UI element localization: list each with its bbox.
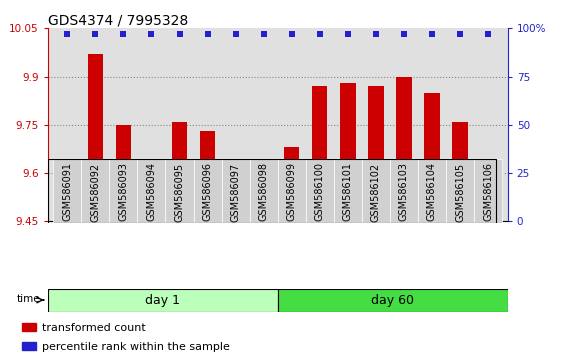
Bar xyxy=(144,199,159,221)
Point xyxy=(287,31,296,37)
Bar xyxy=(22,322,36,331)
Point xyxy=(456,31,465,37)
Bar xyxy=(340,83,356,221)
Text: GSM586101: GSM586101 xyxy=(343,162,353,222)
Text: transformed count: transformed count xyxy=(42,322,145,333)
Text: GSM586096: GSM586096 xyxy=(203,162,213,222)
Text: GSM586105: GSM586105 xyxy=(455,162,465,222)
Bar xyxy=(228,209,243,221)
FancyBboxPatch shape xyxy=(390,159,418,223)
Point xyxy=(119,31,128,37)
FancyBboxPatch shape xyxy=(109,159,137,223)
Point xyxy=(203,31,212,37)
Bar xyxy=(396,76,412,221)
FancyBboxPatch shape xyxy=(137,159,165,223)
Point xyxy=(371,31,380,37)
FancyBboxPatch shape xyxy=(474,159,502,223)
Bar xyxy=(22,342,36,350)
Point xyxy=(315,31,324,37)
Text: GSM586099: GSM586099 xyxy=(287,162,297,222)
Bar xyxy=(312,86,328,221)
Bar xyxy=(116,125,131,221)
FancyBboxPatch shape xyxy=(418,159,446,223)
FancyBboxPatch shape xyxy=(48,289,278,312)
Bar xyxy=(172,121,187,221)
Point xyxy=(63,31,72,37)
FancyBboxPatch shape xyxy=(194,159,222,223)
Text: percentile rank within the sample: percentile rank within the sample xyxy=(42,342,229,352)
Bar xyxy=(284,147,300,221)
Point xyxy=(91,31,100,37)
FancyBboxPatch shape xyxy=(81,159,109,223)
FancyBboxPatch shape xyxy=(278,159,306,223)
Bar xyxy=(452,121,468,221)
Point xyxy=(427,31,436,37)
Bar xyxy=(59,199,75,221)
FancyBboxPatch shape xyxy=(165,159,194,223)
Bar xyxy=(88,54,103,221)
Bar xyxy=(256,212,272,221)
Text: GSM586092: GSM586092 xyxy=(90,162,100,222)
Point xyxy=(484,31,493,37)
FancyBboxPatch shape xyxy=(306,159,334,223)
FancyBboxPatch shape xyxy=(334,159,362,223)
FancyBboxPatch shape xyxy=(362,159,390,223)
Text: GSM586102: GSM586102 xyxy=(371,162,381,222)
Bar xyxy=(424,93,440,221)
Point xyxy=(147,31,156,37)
Text: GSM586093: GSM586093 xyxy=(118,162,128,222)
Point xyxy=(175,31,184,37)
Text: GSM586103: GSM586103 xyxy=(399,162,409,222)
FancyBboxPatch shape xyxy=(446,159,474,223)
Point xyxy=(343,31,352,37)
FancyBboxPatch shape xyxy=(53,159,81,223)
FancyBboxPatch shape xyxy=(278,289,508,312)
Text: GSM586097: GSM586097 xyxy=(231,162,241,222)
Text: GSM586095: GSM586095 xyxy=(174,162,185,222)
Point xyxy=(399,31,408,37)
FancyBboxPatch shape xyxy=(222,159,250,223)
Bar xyxy=(368,86,384,221)
Text: day 60: day 60 xyxy=(371,293,414,307)
Point xyxy=(231,31,240,37)
Text: GDS4374 / 7995328: GDS4374 / 7995328 xyxy=(48,13,188,27)
Text: day 1: day 1 xyxy=(145,293,180,307)
Point xyxy=(259,31,268,37)
Text: GSM586094: GSM586094 xyxy=(146,162,157,222)
Text: GSM586098: GSM586098 xyxy=(259,162,269,222)
Text: GSM586091: GSM586091 xyxy=(62,162,72,222)
Text: GSM586100: GSM586100 xyxy=(315,162,325,222)
Text: time: time xyxy=(17,294,40,304)
FancyBboxPatch shape xyxy=(250,159,278,223)
Bar xyxy=(200,131,215,221)
Bar xyxy=(480,176,496,221)
Text: GSM586104: GSM586104 xyxy=(427,162,437,222)
Text: GSM586106: GSM586106 xyxy=(483,162,493,222)
